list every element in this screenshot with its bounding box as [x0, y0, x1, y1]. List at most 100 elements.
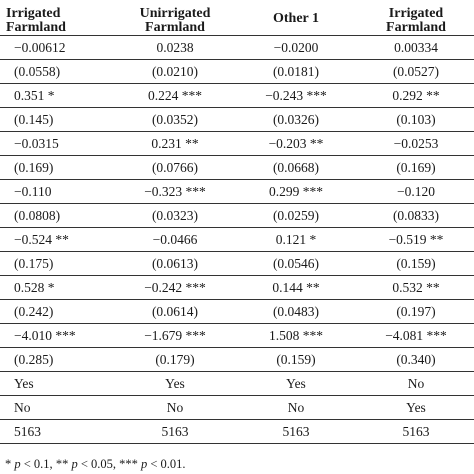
table-cell: (0.0766)	[116, 155, 234, 180]
header-line-1: Irrigated	[388, 6, 444, 21]
table-row: −0.00612 0.0238 −0.0200 0.00334	[0, 35, 474, 60]
table-cell: −0.524 **	[0, 227, 116, 252]
footnote-p-symbol: p	[14, 457, 21, 471]
footnote-threshold-1: < 0.1,	[20, 457, 56, 471]
table-cell: 0.292 **	[358, 83, 474, 108]
table-cell: Yes	[0, 371, 116, 396]
column-header-irrigated-farmland-2: Irrigated Farmland	[358, 0, 474, 36]
table-cell: (0.159)	[358, 251, 474, 276]
table-row: −4.010 *** −1.679 *** 1.508 *** −4.081 ***	[0, 323, 474, 348]
table-cell: −0.110	[0, 179, 116, 204]
table-row: (0.169) (0.0766) (0.0668) (0.169)	[0, 155, 474, 180]
table-cell: (0.0210)	[116, 59, 234, 84]
table-cell: −0.0253	[358, 131, 474, 156]
header-line-2: Farmland	[145, 20, 205, 35]
table-row: 0.351 * 0.224 *** −0.243 *** 0.292 **	[0, 83, 474, 108]
table-row: (0.0808) (0.0323) (0.0259) (0.0833)	[0, 203, 474, 228]
table-cell: −0.243 ***	[234, 83, 358, 108]
table-cell: 0.351 *	[0, 83, 116, 108]
table-cell: 0.121 *	[234, 227, 358, 252]
table-body: −0.00612 0.0238 −0.0200 0.00334 (0.0558) (0.0…	[0, 35, 474, 444]
table-cell: Yes	[358, 395, 474, 420]
header-line-1: Irrigated	[6, 6, 61, 21]
table-cell: 0.224 ***	[116, 83, 234, 108]
table-cell: (0.175)	[0, 251, 116, 276]
table-cell: No	[358, 371, 474, 396]
table-cell: 0.532 **	[358, 275, 474, 300]
table-cell: −0.0315	[0, 131, 116, 156]
table-cell: −0.323 ***	[116, 179, 234, 204]
header-line-1: Other 1	[272, 10, 319, 26]
table-cell: −0.519 **	[358, 227, 474, 252]
table-cell: (0.179)	[116, 347, 234, 372]
table-cell: −1.679 ***	[116, 323, 234, 348]
table-cell: (0.0613)	[116, 251, 234, 276]
table-cell: Yes	[116, 371, 234, 396]
table-cell: (0.0527)	[358, 59, 474, 84]
table-cell: (0.285)	[0, 347, 116, 372]
table-cell: −0.0466	[116, 227, 234, 252]
table-cell: −0.00612	[0, 35, 116, 60]
table-cell: (0.0668)	[234, 155, 358, 180]
header-row: Irrigated Farmland Unirrigated Farmland …	[0, 0, 474, 36]
table-row: (0.0558) (0.0210) (0.0181) (0.0527)	[0, 59, 474, 84]
table-row: (0.175) (0.0613) (0.0546) (0.159)	[0, 251, 474, 276]
footnote-stars-2: **	[55, 457, 69, 471]
table-cell: 0.528 *	[0, 275, 116, 300]
table-cell: (0.169)	[0, 155, 116, 180]
table-cell: No	[234, 395, 358, 420]
footnote-stars-3: ***	[119, 457, 138, 471]
table-cell: (0.0483)	[234, 299, 358, 324]
table-cell: (0.0558)	[0, 59, 116, 84]
table-row: 5163 5163 5163 5163	[0, 419, 474, 444]
significance-footnote: * p < 0.1, ** p < 0.05, *** p < 0.01.	[5, 457, 186, 472]
table-cell: (0.0808)	[0, 203, 116, 228]
table-cell: −0.242 ***	[116, 275, 234, 300]
table-cell: 5163	[0, 419, 116, 444]
table-cell: (0.169)	[358, 155, 474, 180]
table-row: (0.285) (0.179) (0.159) (0.340)	[0, 347, 474, 372]
column-header-other-1: Other 1	[234, 0, 358, 36]
table-row: No No No Yes	[0, 395, 474, 420]
table-cell: No	[0, 395, 116, 420]
table-cell: 5163	[358, 419, 474, 444]
table-cell: (0.242)	[0, 299, 116, 324]
table-row: −0.0315 0.231 ** −0.203 ** −0.0253	[0, 131, 474, 156]
column-header-unirrigated-farmland: Unirrigated Farmland	[116, 0, 234, 36]
table-cell: (0.0352)	[116, 107, 234, 132]
table-row: 0.528 * −0.242 *** 0.144 ** 0.532 **	[0, 275, 474, 300]
table-cell: 0.00334	[358, 35, 474, 60]
footnote-threshold-2: < 0.05,	[77, 457, 120, 471]
table-row: (0.242) (0.0614) (0.0483) (0.197)	[0, 299, 474, 324]
header-line-2: Farmland	[6, 20, 66, 35]
footnote-p-symbol: p	[141, 457, 148, 471]
table-cell: 0.0238	[116, 35, 234, 60]
header-line-2: Farmland	[386, 20, 446, 35]
table-cell: No	[116, 395, 234, 420]
footnote-threshold-3: < 0.01.	[147, 457, 186, 471]
footnote-p-symbol: p	[71, 457, 78, 471]
table-cell: −0.203 **	[234, 131, 358, 156]
table-cell: (0.0259)	[234, 203, 358, 228]
table-cell: (0.340)	[358, 347, 474, 372]
table-cell: Yes	[234, 371, 358, 396]
table-cell: (0.0181)	[234, 59, 358, 84]
table-cell: (0.159)	[234, 347, 358, 372]
table-cell: (0.0614)	[116, 299, 234, 324]
table-cell: 0.299 ***	[234, 179, 358, 204]
table-cell: (0.0546)	[234, 251, 358, 276]
table-cell: −0.0200	[234, 35, 358, 60]
table-cell: (0.197)	[358, 299, 474, 324]
table-cell: (0.0323)	[116, 203, 234, 228]
footnote-stars-1: *	[5, 457, 12, 471]
header-line-1: Unirrigated	[139, 6, 211, 21]
table-cell: 0.144 **	[234, 275, 358, 300]
table-cell: −4.081 ***	[358, 323, 474, 348]
table-cell: (0.103)	[358, 107, 474, 132]
table-row: (0.145) (0.0352) (0.0326) (0.103)	[0, 107, 474, 132]
table-row: −0.524 ** −0.0466 0.121 * −0.519 **	[0, 227, 474, 252]
table-cell: (0.145)	[0, 107, 116, 132]
regression-table: Irrigated Farmland Unirrigated Farmland …	[0, 0, 474, 444]
table-cell: (0.0326)	[234, 107, 358, 132]
